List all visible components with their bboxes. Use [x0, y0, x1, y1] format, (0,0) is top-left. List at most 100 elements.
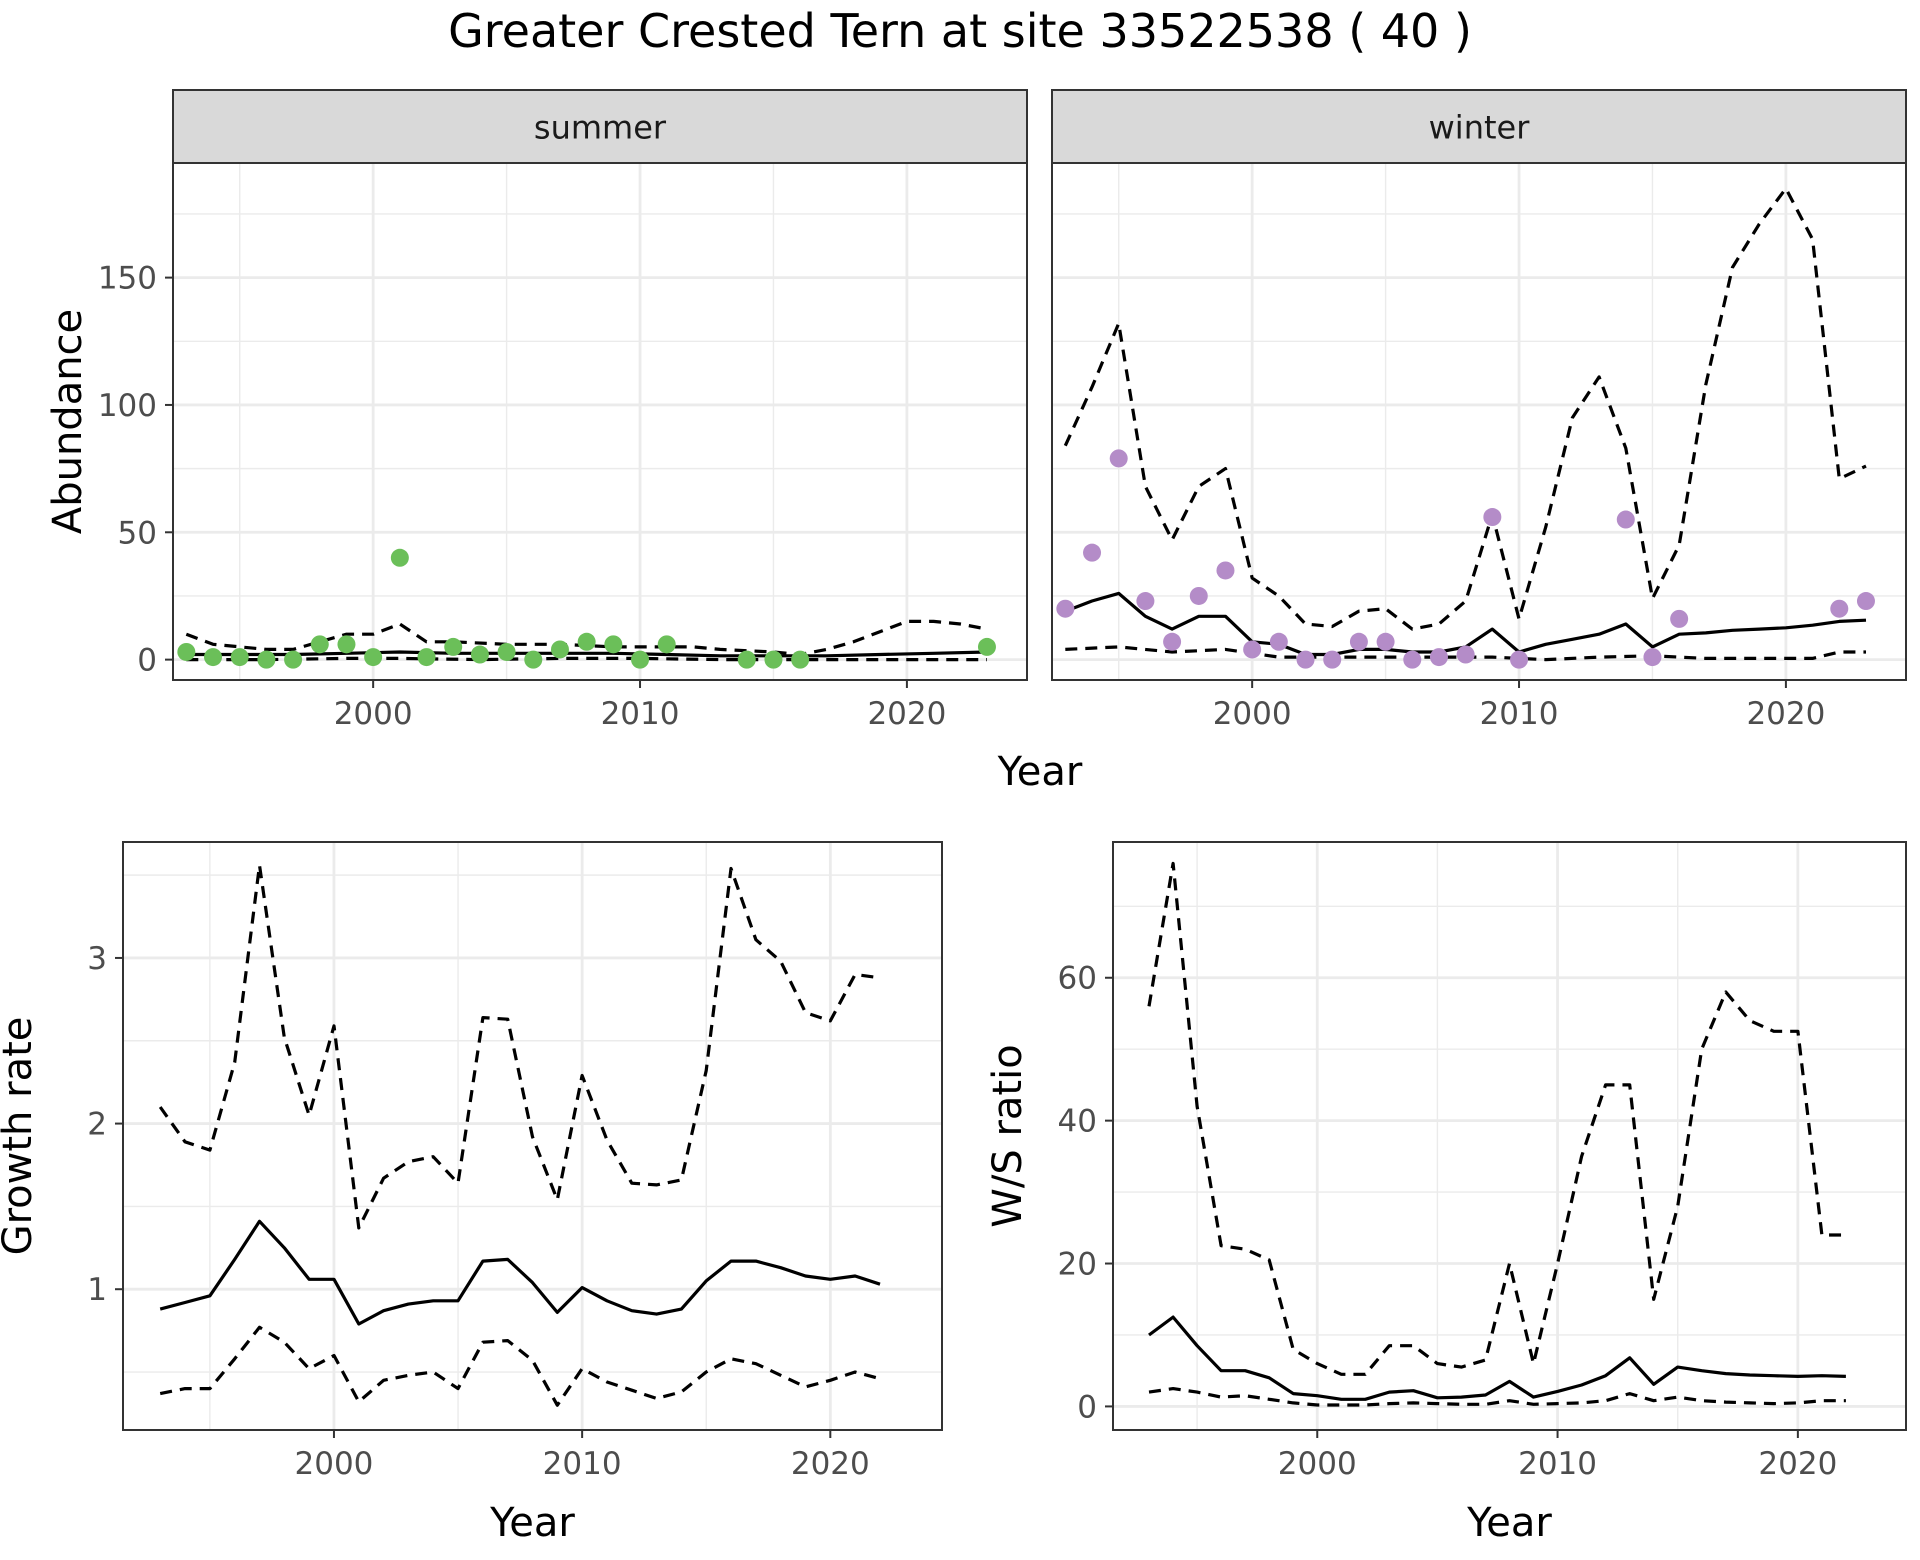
data-point: [284, 650, 303, 669]
dashed-series-line-1: [158, 863, 881, 1230]
plot-area: [1052, 163, 1906, 680]
data-point: [1136, 592, 1155, 611]
data-point: [604, 635, 623, 654]
y-tick-label: 150: [98, 261, 157, 297]
figure-title: Greater Crested Tern at site 33522538 ( …: [448, 4, 1472, 58]
y-tick-label: 60: [1058, 961, 1097, 997]
data-point: [577, 632, 596, 651]
x-tick-label: 2010: [601, 696, 680, 732]
x-tick-label: 2000: [334, 696, 413, 732]
y-axis-label: Abundance: [45, 309, 91, 534]
data-point: [1643, 648, 1662, 667]
data-point: [364, 648, 383, 667]
data-point: [1163, 632, 1182, 651]
data-point: [1376, 632, 1395, 651]
x-tick-label: 2020: [791, 1446, 870, 1482]
dashed-series-line-1: [1063, 186, 1867, 631]
data-point: [764, 650, 783, 669]
data-point: [1429, 648, 1448, 667]
data-point: [1296, 650, 1315, 669]
x-tick-label: 2010: [543, 1446, 622, 1482]
data-point: [1189, 586, 1208, 605]
data-point: [524, 650, 543, 669]
dashed-series-line-1: [185, 619, 988, 657]
dashed-series-line-2: [186, 656, 987, 662]
panel-winter: winter 2000 2010 2020: [1051, 89, 1907, 732]
facet-label: winter: [1429, 109, 1531, 147]
data-point: [1830, 599, 1849, 618]
data-point: [1323, 650, 1342, 669]
x-tick-label: 2010: [1518, 1446, 1597, 1482]
x-tick-label: 2020: [1746, 696, 1825, 732]
data-point: [1109, 449, 1128, 468]
data-point: [1456, 645, 1475, 664]
solid-series-line-0: [186, 650, 988, 658]
y-tick-label: 100: [98, 388, 157, 424]
x-axis-label: Year: [997, 749, 1083, 795]
panel-border: [1051, 162, 1907, 681]
data-point: [1083, 543, 1102, 562]
data-point: [1243, 640, 1262, 659]
panel-growth: 2000 2010 2020 1 2 3 Growth rate Year: [0, 841, 943, 1546]
data-point: [791, 650, 810, 669]
dashed-series-line-2: [159, 1325, 881, 1407]
x-tick-label: 2000: [1278, 1446, 1357, 1482]
dashed-series-line-2: [1065, 645, 1866, 662]
data-point: [977, 637, 996, 656]
data-point: [470, 645, 489, 664]
panel-border: [122, 841, 943, 1431]
data-point: [1510, 650, 1529, 669]
data-point: [1670, 609, 1689, 628]
y-tick-label: 3: [87, 941, 107, 977]
y-tick-label: 40: [1058, 1104, 1097, 1140]
solid-series-line-0: [1148, 1315, 1846, 1401]
data-point: [310, 635, 329, 654]
y-tick-label: 50: [118, 515, 157, 551]
data-point: [1616, 510, 1635, 529]
data-point: [1269, 632, 1288, 651]
data-point: [204, 648, 223, 667]
solid-series-line-0: [159, 1219, 881, 1326]
data-point: [1216, 561, 1235, 580]
dashed-series-line-2: [1148, 1387, 1846, 1407]
x-tick-label: 2020: [867, 696, 946, 732]
data-point: [337, 635, 356, 654]
facet-strip: [172, 89, 1028, 164]
data-point: [230, 648, 249, 667]
data-point: [177, 642, 196, 661]
x-tick-label: 2000: [1213, 696, 1292, 732]
x-tick-label: 2020: [1758, 1446, 1837, 1482]
y-tick-label: 0: [137, 643, 157, 679]
data-point: [1403, 650, 1422, 669]
data-point: [257, 650, 276, 669]
data-point: [417, 648, 436, 667]
x-tick-label: 2010: [1480, 696, 1559, 732]
panel-border: [172, 162, 1028, 681]
data-point: [1483, 508, 1502, 527]
x-tick-label: 2000: [295, 1446, 374, 1482]
panel-border: [1112, 841, 1907, 1431]
data-point: [1056, 599, 1075, 618]
x-axis-label: Year: [1466, 1500, 1552, 1546]
data-point: [550, 640, 569, 659]
y-tick-label: 2: [87, 1107, 107, 1143]
data-point: [444, 637, 463, 656]
plot-area: [1113, 842, 1906, 1430]
y-tick-label: 0: [1077, 1389, 1097, 1425]
data-point: [657, 635, 676, 654]
data-point: [631, 650, 650, 669]
x-axis-label: Year: [489, 1500, 575, 1546]
y-tick-label: 20: [1058, 1247, 1097, 1283]
data-point: [390, 548, 409, 567]
data-point: [737, 650, 756, 669]
y-tick-label: 1: [87, 1272, 107, 1308]
facet-label: summer: [534, 109, 667, 147]
plot-area: [173, 163, 1027, 680]
panel-ratio: 2000 2010 2020 0 20 40 60 W/S ratio Year: [985, 841, 1907, 1546]
data-point: [1349, 632, 1368, 651]
y-axis-label: Growth rate: [0, 1017, 41, 1256]
data-point: [497, 642, 516, 661]
